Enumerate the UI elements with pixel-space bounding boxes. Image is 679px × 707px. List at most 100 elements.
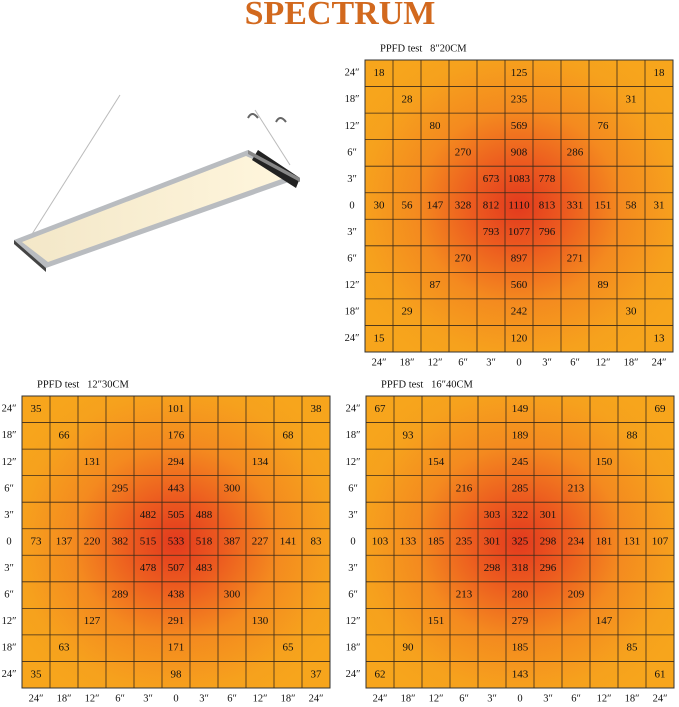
column-label: 3″: [487, 693, 497, 704]
column-label: 3″: [486, 357, 496, 368]
column-label: 18″: [625, 693, 640, 704]
ppfd-value: 443: [168, 482, 185, 494]
row-label: 18″: [346, 643, 361, 654]
ppfd-value: 185: [512, 642, 529, 654]
ppfd-value: 149: [512, 403, 529, 415]
ppfd-value: 189: [512, 429, 529, 441]
ppfd-value: 569: [511, 120, 528, 132]
ppfd-value: 63: [59, 642, 71, 654]
ppfd-value: 216: [456, 482, 473, 494]
row-label: 0: [350, 536, 355, 547]
row-label: 6″: [4, 483, 14, 494]
column-label: 12″: [428, 357, 443, 368]
column-label: 24″: [29, 693, 44, 704]
row-label: 6″: [4, 589, 14, 600]
row-label: 6″: [348, 483, 358, 494]
ppfd-value: 387: [224, 536, 241, 548]
row-label: 3″: [347, 227, 357, 238]
ppfd-value: 58: [626, 200, 638, 212]
ppfd-value: 279: [512, 615, 529, 627]
row-label: 3″: [348, 510, 358, 521]
ppfd-value: 295: [112, 482, 129, 494]
page-title: SPECTRUM: [245, 0, 436, 32]
ppfd-value: 18: [654, 67, 666, 79]
ppfd-value: 67: [375, 403, 387, 415]
row-label: 3″: [348, 563, 358, 574]
ppfd-value: 29: [402, 306, 414, 318]
column-label: 24″: [373, 693, 388, 704]
ppfd-value: 30: [626, 306, 638, 318]
row-label: 12″: [345, 121, 360, 132]
column-label: 3″: [143, 693, 153, 704]
ppfd-value: 1083: [508, 173, 531, 185]
ppfd-value: 301: [484, 536, 501, 548]
ppfd-value: 18: [374, 67, 386, 79]
ppfd-value: 98: [171, 668, 183, 680]
row-label: 24″: [345, 68, 360, 79]
ppfd-value: 120: [511, 332, 528, 344]
ppfd-value: 301: [540, 509, 557, 521]
ppfd-value: 133: [400, 536, 417, 548]
column-label: 18″: [624, 357, 639, 368]
ppfd-value: 897: [511, 253, 528, 265]
row-label: 24″: [2, 669, 17, 680]
ppfd-value: 908: [511, 146, 528, 158]
ppfd-value: 125: [511, 67, 528, 79]
column-label: 24″: [652, 357, 667, 368]
ppfd-value: 35: [31, 403, 43, 415]
ppfd-value: 147: [596, 615, 613, 627]
ppfd-value: 134: [252, 456, 269, 468]
row-label: 12″: [346, 616, 361, 627]
column-label: 6″: [458, 357, 468, 368]
ppfd-value: 382: [112, 536, 129, 548]
row-label: 6″: [347, 253, 357, 264]
ppfd-value: 65: [283, 642, 295, 654]
ppfd-value: 68: [283, 429, 295, 441]
column-label: 6″: [570, 357, 580, 368]
ppfd-value: 488: [196, 509, 213, 521]
ppfd-value: 150: [596, 456, 613, 468]
ppfd-value: 151: [428, 615, 445, 627]
column-label: 0: [516, 357, 521, 368]
row-label: 18″: [345, 307, 360, 318]
heat-map: [365, 395, 675, 689]
grid-title: PPFD test 8″20CM: [380, 43, 467, 54]
row-label: 3″: [4, 563, 14, 574]
ppfd-value: 298: [484, 562, 501, 574]
column-label: 18″: [400, 357, 415, 368]
ppfd-value: 234: [568, 536, 585, 548]
ppfd-value: 518: [196, 536, 213, 548]
ppfd-value: 61: [655, 668, 666, 680]
column-label: 18″: [401, 693, 416, 704]
ppfd-value: 483: [196, 562, 213, 574]
ppfd-value: 270: [455, 253, 472, 265]
ppfd-value: 83: [311, 536, 323, 548]
ppfd-value: 300: [224, 589, 241, 601]
ppfd-value: 227: [252, 536, 269, 548]
ppfd-value: 280: [512, 589, 529, 601]
row-label: 6″: [347, 147, 357, 158]
column-label: 18″: [57, 693, 72, 704]
column-label: 24″: [372, 357, 387, 368]
row-label: 18″: [2, 643, 17, 654]
ppfd-value: 31: [654, 200, 665, 212]
ppfd-value: 185: [428, 536, 445, 548]
column-label: 12″: [596, 357, 611, 368]
row-label: 18″: [2, 430, 17, 441]
ppfd-value: 90: [403, 642, 415, 654]
ppfd-value: 533: [168, 536, 185, 548]
ppfd-value: 73: [31, 536, 43, 548]
ppfd-value: 286: [567, 146, 584, 158]
ppfd-value: 209: [568, 589, 585, 601]
ppfd-value: 294: [168, 456, 185, 468]
column-label: 24″: [653, 693, 668, 704]
grid-title: PPFD test 12″30CM: [37, 379, 130, 390]
ppfd-value: 213: [568, 482, 585, 494]
row-label: 3″: [4, 510, 14, 521]
ppfd-value: 28: [402, 93, 414, 105]
ppfd-value: 331: [567, 200, 584, 212]
grid-title: PPFD test 16″40CM: [381, 379, 474, 390]
ppfd-value: 328: [455, 200, 472, 212]
